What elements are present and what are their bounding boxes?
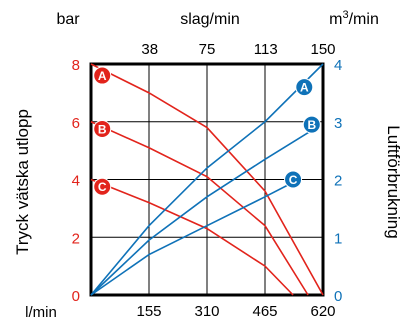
x-bottom-tick-label: 465 [252,303,277,320]
y-left-tick-label: 2 [72,230,80,247]
y-right-title: Luftförbrukning [384,125,402,238]
pressure-badge-label: A [98,69,107,83]
y-left-tick-label: 8 [72,57,80,74]
y-left-tick-label: 6 [72,115,80,132]
y-right-tick-label: 0 [334,288,342,305]
pressure-badge-label: C [98,180,107,194]
air-badge-a [295,78,314,97]
pressure-line-b [90,121,309,296]
y-right-tick-label: 1 [334,230,342,247]
pressure-line-a [90,63,324,296]
series-lines [90,63,324,296]
air-badge-label: B [307,118,316,132]
x-top-tick-label: 75 [199,41,216,58]
pressure-badge-label: B [98,122,107,136]
y-left-tick-label: 0 [72,288,80,305]
pressure-badge-b [93,119,112,138]
air-badge-c [284,170,303,189]
air-badge-b [302,115,321,134]
pressure-badge-a [93,66,112,85]
y-right-unit-base: m [329,11,342,28]
pressure-line-c [90,178,294,296]
y-right-unit: m3/min [329,9,379,28]
x-top-unit: slag/min [180,11,240,28]
air-line-c [90,181,294,296]
x-bottom-unit: l/min [25,304,57,320]
x-top-tick-label: 150 [310,41,335,58]
y-right-unit-sup: 3 [342,9,348,21]
y-left-tick-label: 4 [72,173,80,190]
air-line-a [90,63,324,296]
pressure-badge-c [93,177,112,196]
y-left-title: Tryck vätska utlopp [13,109,32,255]
x-bottom-tick-label: 310 [194,303,219,320]
y-left-unit: bar [56,11,80,28]
air-badge-label: C [289,173,298,187]
y-right-tick-label: 2 [334,173,342,190]
y-right-unit-tail: /min [349,11,379,28]
y-right-tick-label: 4 [334,57,342,74]
x-top-tick-label: 38 [141,41,158,58]
air-badge-label: A [300,81,309,95]
x-bottom-tick-label: 155 [136,303,161,320]
air-line-b [90,129,313,296]
x-top-tick-label: 113 [254,41,278,58]
y-right-tick-label: 3 [334,115,342,132]
x-bottom-tick-label: 620 [310,303,335,320]
tick-labels: 155 310 465 620 38 75 113 150 0 2 4 6 8 0 1 2 3 4 [72,41,343,320]
series-badges: A B C A B C [93,66,321,196]
